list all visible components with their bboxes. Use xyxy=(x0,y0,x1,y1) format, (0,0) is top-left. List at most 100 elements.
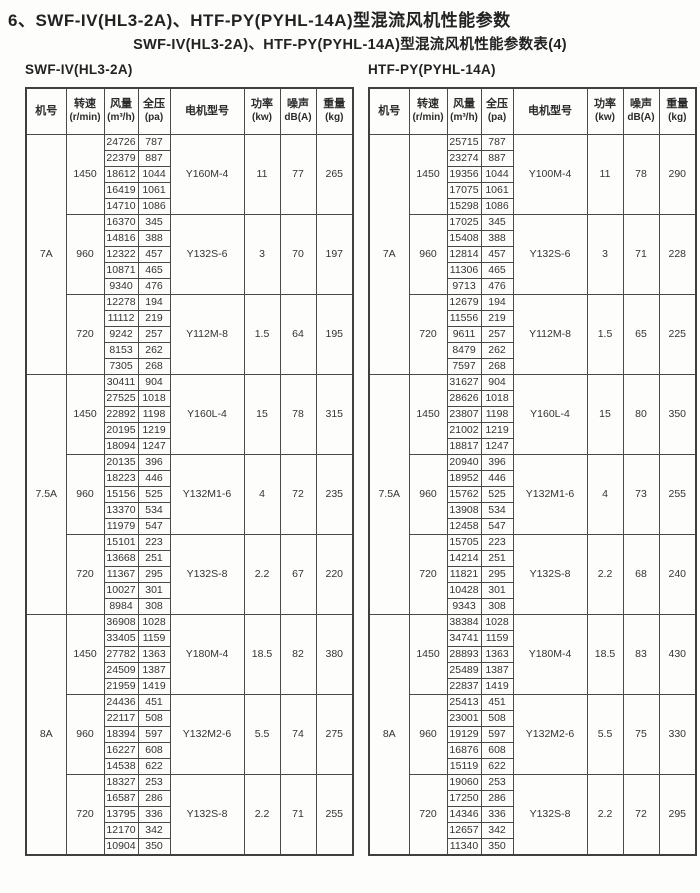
model-cell: 8A xyxy=(25,613,67,855)
flow-cell: 18612 xyxy=(103,165,139,183)
column-header-unit: (r/min) xyxy=(412,112,444,124)
column-header: 重量 (kg) xyxy=(315,87,354,135)
flow-cell: 12814 xyxy=(446,245,482,263)
table-row: 18223 446 xyxy=(26,469,353,487)
pressure-cell: 887 xyxy=(137,149,171,167)
table-row: 18952 446 xyxy=(369,469,696,487)
pressure-cell: 1419 xyxy=(137,677,171,695)
motor-cell: Y132M2-6 xyxy=(169,693,245,775)
pressure-cell: 342 xyxy=(480,821,514,839)
pressure-cell: 1018 xyxy=(480,389,514,407)
flow-cell: 15762 xyxy=(446,485,482,503)
flow-cell: 24436 xyxy=(103,693,139,711)
flow-cell: 22837 xyxy=(446,677,482,695)
table-row: 960 17025 345 Y132S-6 3 71 228 xyxy=(369,213,697,295)
flow-cell: 14710 xyxy=(103,197,139,215)
flow-cell: 19356 xyxy=(446,165,482,183)
rpm-cell: 1450 xyxy=(408,373,448,455)
performance-table-htf: 机号 转速 (r/min) 风量 (m³/h) 全压 (pa) 电机型号 功率 (kw) 噪声 dB(… xyxy=(368,87,697,856)
flow-cell: 7305 xyxy=(103,357,139,375)
pressure-cell: 308 xyxy=(137,597,171,615)
flow-cell: 15705 xyxy=(446,533,482,551)
flow-cell: 25413 xyxy=(446,693,482,711)
column-header-label: 风量 xyxy=(110,98,132,111)
table-row: 10904 350 xyxy=(26,837,353,855)
flow-cell: 14214 xyxy=(446,549,482,567)
pressure-cell: 525 xyxy=(480,485,514,503)
noise-cell: 75 xyxy=(622,693,660,775)
flow-cell: 23807 xyxy=(446,405,482,423)
flow-cell: 27525 xyxy=(103,389,139,407)
pressure-cell: 308 xyxy=(480,597,514,615)
table-label-swf: SWF-IV(HL3-2A) xyxy=(25,62,133,77)
flow-cell: 15101 xyxy=(103,533,139,551)
flow-cell: 11367 xyxy=(103,565,139,583)
pressure-cell: 508 xyxy=(137,709,171,727)
flow-cell: 22117 xyxy=(103,709,139,727)
column-header-label: 风量 xyxy=(453,98,475,111)
model-cell: 7A xyxy=(25,133,67,375)
pressure-cell: 194 xyxy=(480,293,514,311)
weight-cell: 430 xyxy=(658,613,697,695)
motor-cell: Y132M1-6 xyxy=(512,453,588,535)
column-header-label: 机号 xyxy=(378,104,401,117)
table-label-htf: HTF-PY(PYHL-14A) xyxy=(368,62,496,77)
power-cell: 5.5 xyxy=(586,693,624,775)
weight-cell: 220 xyxy=(315,533,354,615)
table-row: 8479 262 xyxy=(369,341,696,359)
table-row: 8A 1450 38384 1028 Y180M-4 18.5 83 430 xyxy=(368,613,697,855)
table-row: 15119 622 xyxy=(369,757,696,775)
model-cell: 7A xyxy=(368,133,410,375)
column-header-label: 重量 xyxy=(323,98,346,111)
pressure-cell: 608 xyxy=(137,741,171,759)
power-cell: 1.5 xyxy=(586,293,624,375)
pressure-cell: 1219 xyxy=(137,421,171,439)
noise-cell: 68 xyxy=(622,533,660,615)
table-row: 720 12278 194 Y112M-8 1.5 64 195 xyxy=(26,293,354,375)
table-row: 11979 547 xyxy=(26,517,353,535)
pressure-cell: 597 xyxy=(480,725,514,743)
flow-cell: 16419 xyxy=(103,181,139,199)
flow-cell: 15408 xyxy=(446,229,482,247)
pressure-cell: 1159 xyxy=(137,629,171,647)
rpm-cell: 1450 xyxy=(408,613,448,695)
flow-cell: 14538 xyxy=(103,757,139,775)
table-row: 28626 1018 xyxy=(369,389,696,407)
pressure-cell: 1159 xyxy=(480,629,514,647)
pressure-cell: 1247 xyxy=(480,437,514,455)
pressure-cell: 1387 xyxy=(480,661,514,679)
power-cell: 11 xyxy=(243,133,281,215)
column-header-label: 电机型号 xyxy=(528,104,572,117)
table-block-swf: SWF-IV(HL3-2A) 机号 转速 (r/min) 风量 (m³/h) 全压 (pa)… xyxy=(25,62,354,856)
power-cell: 11 xyxy=(586,133,624,215)
column-header: 重量 (kg) xyxy=(658,87,697,135)
power-cell: 2.2 xyxy=(243,773,281,855)
pressure-cell: 345 xyxy=(480,213,514,231)
pressure-cell: 1028 xyxy=(137,613,171,631)
pressure-cell: 388 xyxy=(480,229,514,247)
noise-cell: 73 xyxy=(622,453,660,535)
column-header-unit: (m³/h) xyxy=(107,112,135,124)
flow-cell: 12458 xyxy=(446,517,482,535)
flow-cell: 36908 xyxy=(103,613,139,631)
table-row: 960 20940 396 Y132M1-6 4 73 255 xyxy=(369,453,697,535)
flow-cell: 12278 xyxy=(103,293,139,311)
flow-cell: 18223 xyxy=(103,469,139,487)
column-header-label: 重量 xyxy=(666,98,689,111)
noise-cell: 71 xyxy=(622,213,660,295)
rpm-cell: 960 xyxy=(65,693,105,775)
column-header: 转速 (r/min) xyxy=(408,87,448,135)
rpm-cell: 1450 xyxy=(65,133,105,215)
flow-cell: 9242 xyxy=(103,325,139,343)
column-header: 噪声 dB(A) xyxy=(622,87,660,135)
pressure-cell: 286 xyxy=(137,789,171,807)
column-header: 噪声 dB(A) xyxy=(279,87,317,135)
noise-cell: 78 xyxy=(622,133,660,215)
power-cell: 4 xyxy=(586,453,624,535)
pressure-cell: 547 xyxy=(137,517,171,535)
pressure-cell: 223 xyxy=(137,533,171,551)
pressure-cell: 257 xyxy=(137,325,171,343)
column-header: 转速 (r/min) xyxy=(65,87,105,135)
motor-cell: Y132S-6 xyxy=(512,213,588,295)
column-header-label: 电机型号 xyxy=(185,104,229,117)
